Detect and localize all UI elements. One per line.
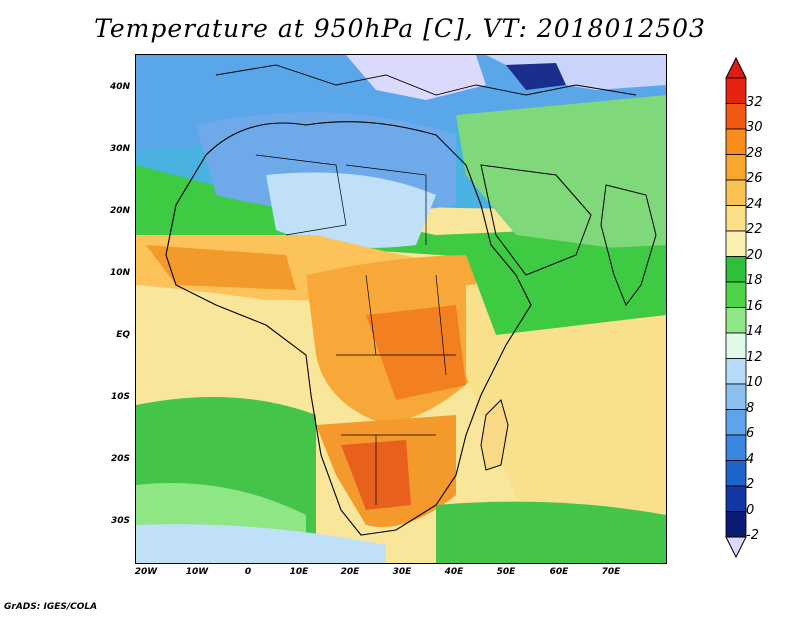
colorbar-segment (725, 205, 747, 232)
colorbar-segment (725, 307, 747, 334)
colorbar-tick-label: 0 (746, 502, 755, 518)
colorbar-segment (725, 103, 747, 130)
madagascar (480, 399, 509, 471)
lat-label: 30N (109, 144, 130, 154)
lat-label: 30S (110, 516, 130, 526)
africa-coastline (165, 121, 532, 536)
chart-title: Temperature at 950hPa [C], VT: 201801250… (94, 14, 706, 43)
colorbar-tick-label: 6 (746, 426, 755, 441)
colorbar-tick-label: 22 (746, 222, 763, 237)
arabia-green (456, 95, 666, 255)
colorbar-tick-label: 24 (746, 196, 763, 212)
lon-label: 20E (340, 567, 360, 577)
colorbar-segment (725, 434, 747, 461)
footer-credit: GrADS: IGES/COLA (4, 602, 98, 612)
lon-label: 70E (601, 567, 621, 577)
india-outline (600, 184, 657, 307)
colorbar-segment (725, 511, 747, 538)
lon-label: 0 (244, 567, 252, 577)
colorbar-tick-label: 20 (746, 247, 763, 263)
lat-label: 10N (109, 268, 130, 278)
colorbar-segment (725, 179, 747, 206)
lat-label: 20S (110, 454, 130, 464)
colorbar-tick-label: 28 (746, 145, 763, 161)
lon-label: 60E (549, 567, 569, 577)
colorbar-tick-label: 8 (746, 400, 755, 416)
colorbar-tick-label: 2 (746, 477, 755, 492)
south-cool (136, 524, 386, 563)
arabian-sea-green (466, 245, 666, 335)
colorbar-segment (725, 485, 747, 512)
lat-label: 40N (109, 82, 130, 92)
south-indian-green (436, 501, 666, 563)
lon-label: 10W (185, 567, 209, 577)
colorbar-segment (725, 409, 747, 436)
lat-label: 20N (109, 206, 130, 216)
colorbar (725, 56, 747, 559)
colorbar-segment (725, 358, 747, 385)
lon-label: 50E (496, 567, 516, 577)
east-africa-hotspot (366, 305, 466, 400)
sahel-hot (146, 245, 296, 290)
colorbar-segment (725, 332, 747, 359)
colorbar-tick-label: 26 (746, 171, 763, 186)
colorbar-segment (725, 281, 747, 308)
lat-label: 10S (110, 392, 130, 402)
colorbar-tick-label: 12 (746, 349, 763, 365)
lon-label: 40E (444, 567, 464, 577)
colorbar-tick-label: 14 (746, 324, 763, 339)
colorbar-segment (725, 128, 747, 155)
arabia-outline (480, 164, 592, 276)
colorbar-tick-label: 30 (746, 120, 763, 135)
colorbar-tick-label: 32 (746, 94, 763, 110)
lon-label: 10E (289, 567, 309, 577)
colorbar-over-triangle (725, 56, 747, 79)
lat-label: EQ (116, 330, 130, 340)
indian-ocean (466, 275, 666, 563)
map-canvas (136, 55, 666, 563)
colorbar-segment (725, 154, 747, 181)
cold-asia (486, 55, 666, 90)
temperature-map (135, 54, 667, 564)
colorbar-segment (725, 383, 747, 410)
very-cold-patch (506, 63, 566, 90)
colorbar-tick-label: 4 (746, 451, 755, 467)
colorbar-segment (725, 460, 747, 487)
cold-europe (346, 55, 486, 100)
colorbar-tick-label: 10 (746, 375, 763, 390)
colorbar-segment (725, 230, 747, 257)
sahara-light (266, 172, 436, 248)
colorbar-segment (725, 256, 747, 283)
country-borders (255, 154, 456, 505)
europe-coastline (215, 64, 637, 96)
colorbar-tick-label: 16 (746, 298, 763, 314)
colorbar-under-triangle (725, 536, 747, 559)
lon-label: 20W (134, 567, 158, 577)
lon-label: 30E (392, 567, 412, 577)
colorbar-tick-label: -2 (746, 528, 759, 543)
colorbar-segment (725, 77, 747, 104)
colorbar-tick-label: 18 (746, 273, 763, 288)
